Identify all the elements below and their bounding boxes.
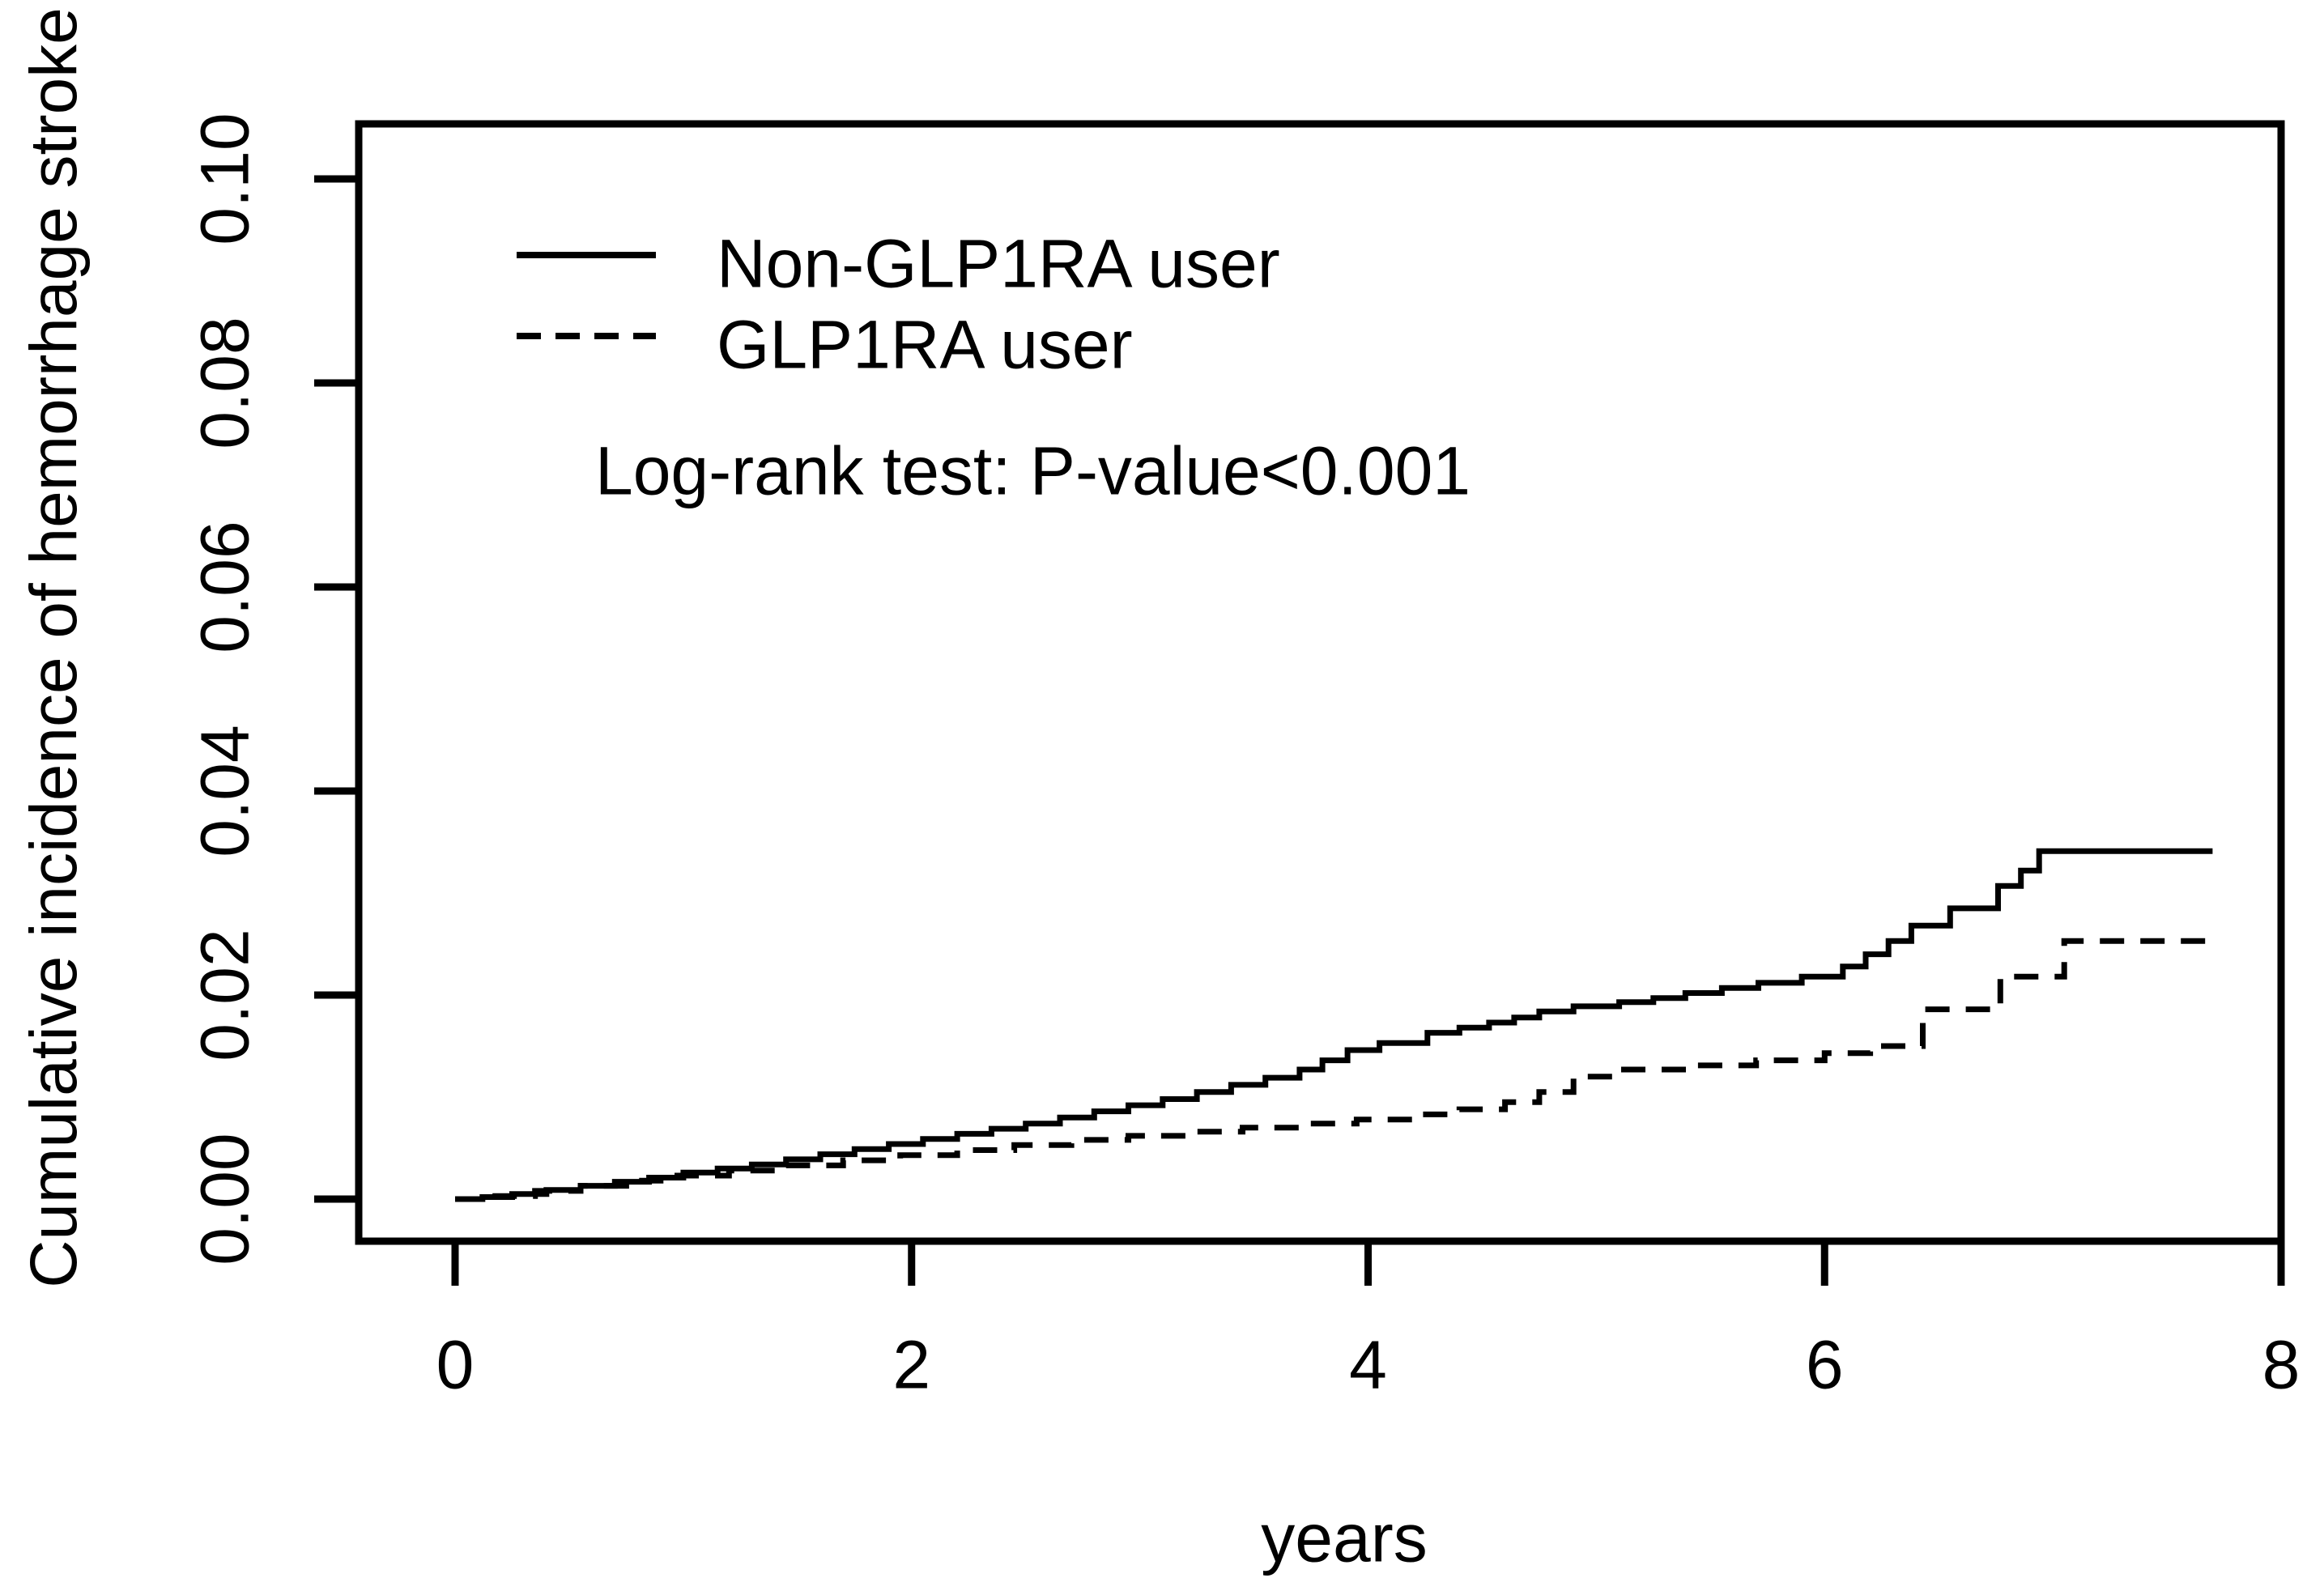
y-axis-title: Cumulative incidence of hemorrhage strok… xyxy=(17,7,91,1288)
log-rank-annotation: Log-rank test: P-value<0.001 xyxy=(595,432,1471,509)
km-curve-non-glp1ra-user xyxy=(455,848,2213,1202)
y-tick-label: 0.00 xyxy=(186,1133,263,1265)
x-tick-label: 6 xyxy=(1805,1326,1844,1403)
x-tick-label: 0 xyxy=(436,1326,475,1403)
x-tick-label: 2 xyxy=(892,1326,931,1403)
y-tick-label: 0.06 xyxy=(186,521,263,653)
y-tick-label: 0.04 xyxy=(186,725,263,857)
legend-label-glp1ra: GLP1RA user xyxy=(717,306,1133,383)
plot-frame xyxy=(355,120,2285,1245)
y-tick-label: 0.02 xyxy=(186,929,263,1061)
x-tick-label: 4 xyxy=(1349,1326,1387,1403)
legend-solid-line-swatch xyxy=(517,252,656,258)
y-tick-label: 0.10 xyxy=(186,113,263,245)
x-axis-title: years xyxy=(1261,1499,1428,1576)
y-tick-label: 0.08 xyxy=(186,317,263,449)
x-tick-label: 8 xyxy=(2262,1326,2301,1403)
legend-dashed-line-swatch xyxy=(517,333,656,339)
km-curve-glp1ra-user xyxy=(455,938,2213,1202)
legend-label-non-glp1ra: Non-GLP1RA user xyxy=(717,225,1280,302)
